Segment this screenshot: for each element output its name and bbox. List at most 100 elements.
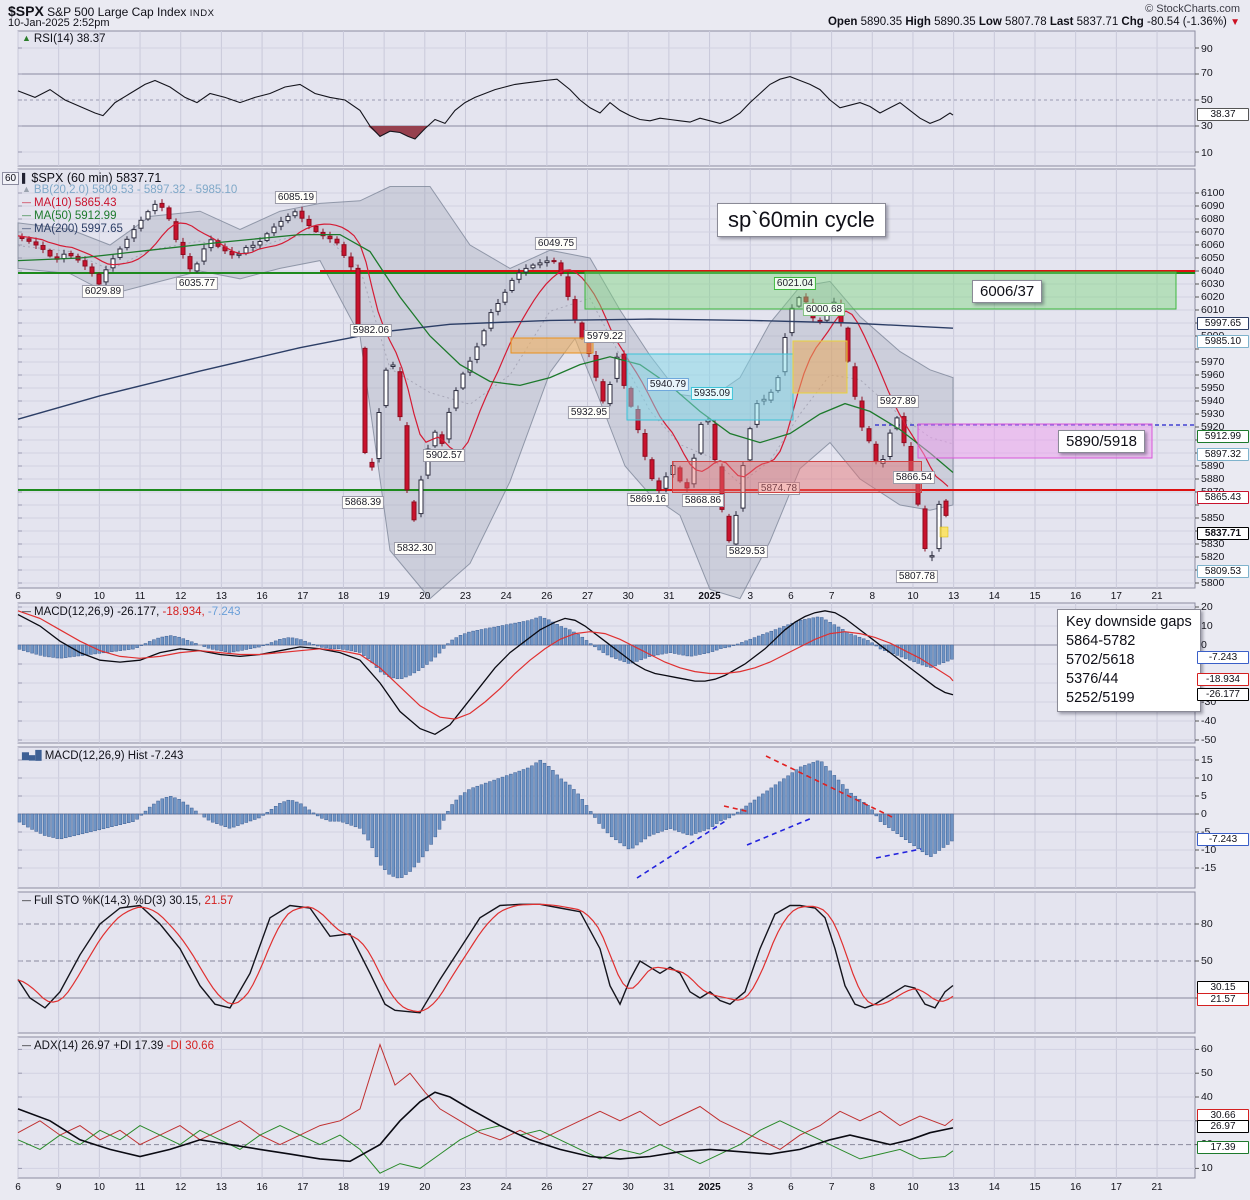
date-label: 6 bbox=[15, 591, 21, 602]
hist-bar bbox=[857, 798, 862, 815]
price-axis-label: 6080 bbox=[1201, 213, 1225, 225]
hist-bar bbox=[521, 769, 526, 815]
quote-key: Low bbox=[978, 16, 1006, 28]
date-label: 13 bbox=[215, 591, 227, 602]
candle-body bbox=[383, 369, 389, 407]
date-label: 21 bbox=[1151, 591, 1163, 602]
hist-bar bbox=[433, 813, 438, 838]
hist-bar bbox=[454, 799, 459, 815]
hist-bar bbox=[744, 640, 748, 646]
date-label: 21 bbox=[1151, 1182, 1163, 1193]
hist-bar bbox=[916, 813, 921, 850]
hist-bar bbox=[462, 792, 467, 815]
candle-body bbox=[467, 360, 473, 373]
hist-bar bbox=[479, 629, 484, 646]
zone-3 bbox=[792, 340, 848, 394]
hist-bar bbox=[861, 638, 866, 646]
zone-0 bbox=[584, 271, 1177, 310]
date-label: 14 bbox=[988, 1182, 1000, 1193]
price-legend-text: BB(20,2.0) 5809.53 - 5897.32 - 5985.10 bbox=[33, 184, 238, 196]
hist-bar bbox=[698, 644, 702, 655]
hist-bar bbox=[374, 644, 379, 668]
candle-body bbox=[719, 466, 725, 510]
candle-body bbox=[908, 446, 914, 472]
hist-bar bbox=[168, 796, 173, 815]
hist-bar bbox=[626, 813, 631, 850]
date-label: 16 bbox=[256, 1182, 268, 1193]
hist-bar bbox=[328, 813, 333, 822]
hist-bar bbox=[672, 644, 677, 654]
hist-bar bbox=[181, 801, 186, 815]
hist-bar bbox=[383, 644, 387, 675]
candle-body bbox=[600, 381, 606, 402]
hist-bar bbox=[656, 644, 660, 656]
date-label: 31 bbox=[663, 1182, 675, 1193]
date-label: 13 bbox=[215, 1182, 227, 1193]
date-label: 12 bbox=[175, 1182, 187, 1193]
adx-legend-icon: — bbox=[22, 1040, 31, 1050]
hist-bar bbox=[647, 813, 652, 837]
hist-bar bbox=[836, 626, 841, 646]
candle-body bbox=[201, 248, 207, 262]
hist-bar bbox=[496, 778, 501, 815]
date-label: 9 bbox=[55, 591, 62, 602]
hist-bar bbox=[441, 644, 446, 649]
chart-datetime: 10-Jan-2025 2:52pm bbox=[8, 17, 110, 29]
hist-bar bbox=[84, 644, 89, 656]
hist-bar bbox=[803, 765, 807, 815]
adx-axis-value-box: 26.97 bbox=[1197, 1120, 1249, 1133]
hist-bar bbox=[525, 767, 530, 815]
hist-bar bbox=[815, 760, 820, 815]
hist-bar bbox=[794, 621, 799, 646]
sto-axis-value-box: 21.57 bbox=[1197, 993, 1249, 1006]
hist-bar bbox=[807, 763, 811, 815]
hist-bar bbox=[748, 638, 753, 646]
adx-axis-label: 60 bbox=[1201, 1043, 1213, 1055]
hist-bar bbox=[51, 644, 55, 658]
hist-bar bbox=[559, 626, 564, 646]
hist-bar bbox=[324, 644, 328, 649]
hist-bar bbox=[320, 644, 324, 648]
candle-body bbox=[33, 241, 39, 246]
hist-bar bbox=[807, 618, 811, 646]
date-label: 19 bbox=[378, 1182, 390, 1193]
adx-axis-label: 40 bbox=[1201, 1091, 1213, 1103]
hist-bar bbox=[492, 779, 496, 815]
hist-bar bbox=[735, 643, 740, 646]
hist-bar bbox=[206, 813, 211, 821]
hist-bar bbox=[265, 643, 270, 646]
macd-line bbox=[17, 610, 954, 736]
hist-bar bbox=[819, 761, 824, 815]
hist-bar bbox=[458, 635, 463, 646]
candle-body bbox=[68, 253, 74, 257]
hist-bar bbox=[345, 813, 349, 825]
hist-bar bbox=[660, 813, 664, 832]
hist-bar bbox=[282, 638, 286, 646]
hist-bar bbox=[59, 644, 64, 659]
hist-bar bbox=[244, 813, 249, 823]
price-axis-value-box: 5897.32 bbox=[1197, 448, 1249, 461]
hist-bar bbox=[513, 772, 517, 815]
price-legend: — MA(50) 5912.99 bbox=[22, 210, 116, 222]
hist-bar bbox=[475, 630, 480, 646]
candle-body bbox=[103, 269, 109, 283]
price-axis-label: 6030 bbox=[1201, 278, 1225, 290]
hist-bar bbox=[378, 644, 383, 673]
date-label: 7 bbox=[828, 1182, 835, 1193]
candle-body bbox=[929, 555, 935, 558]
hist-bar bbox=[181, 638, 186, 646]
date-label: 24 bbox=[500, 1182, 512, 1193]
macd-axis-label: -50 bbox=[1201, 734, 1217, 746]
hist-bar bbox=[790, 772, 795, 815]
date-label: 2025 bbox=[698, 1182, 721, 1193]
hist-bar bbox=[832, 775, 837, 815]
hist-bar bbox=[588, 643, 593, 646]
candle-body bbox=[376, 412, 382, 459]
hist-bar bbox=[336, 644, 341, 650]
hist-bar bbox=[689, 644, 694, 657]
candle-body bbox=[278, 220, 284, 227]
candle-body bbox=[180, 241, 186, 255]
candle-body bbox=[460, 373, 466, 389]
price-label: 5868.86 bbox=[681, 494, 725, 507]
candle-body bbox=[453, 390, 459, 409]
